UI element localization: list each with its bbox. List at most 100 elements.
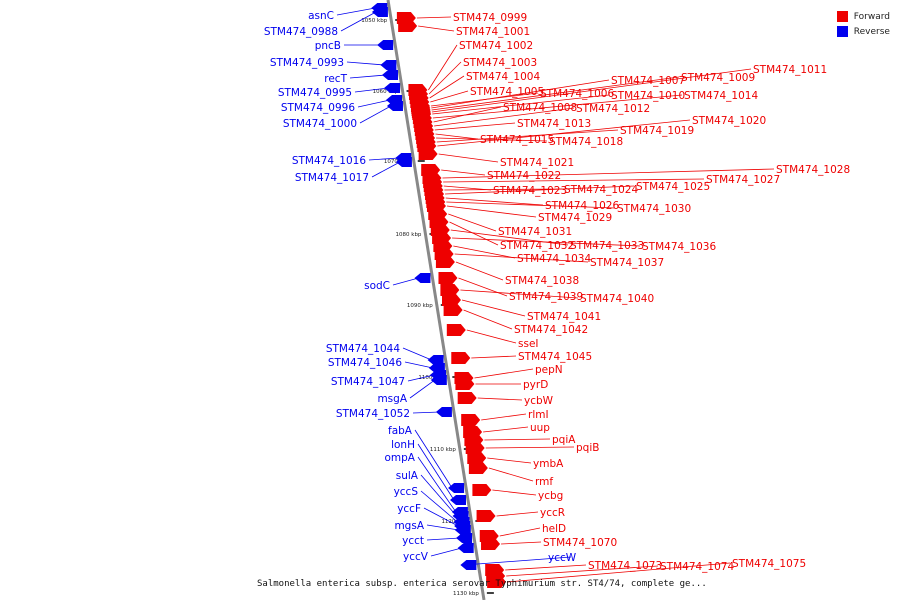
reverse-gene-arrow[interactable] <box>377 40 394 50</box>
forward-gene-label[interactable]: STM474_1031 <box>498 226 572 238</box>
forward-gene-arrow[interactable] <box>472 484 492 496</box>
forward-gene-label[interactable]: STM474_1074 <box>660 561 734 573</box>
reverse-gene-arrow[interactable] <box>414 273 431 283</box>
reverse-gene-label[interactable]: msgA <box>377 393 407 405</box>
forward-gene-label[interactable]: STM474_1027 <box>706 174 780 186</box>
forward-gene-label[interactable]: STM474_1041 <box>527 311 601 323</box>
reverse-gene-arrow[interactable] <box>430 375 447 385</box>
forward-gene-label[interactable]: sseI <box>518 338 539 350</box>
forward-gene-label[interactable]: STM474_1039 <box>509 291 583 303</box>
reverse-gene-arrow[interactable] <box>427 355 444 365</box>
forward-gene-label[interactable]: STM474_1008 <box>503 102 577 114</box>
reverse-gene-label[interactable]: ompA <box>384 452 415 464</box>
forward-gene-label[interactable]: STM474_1002 <box>459 40 533 52</box>
forward-gene-arrow[interactable] <box>487 576 507 588</box>
reverse-gene-label[interactable]: STM474_0996 <box>281 102 355 114</box>
forward-gene-label[interactable]: STM474_1001 <box>456 26 530 38</box>
forward-gene-label[interactable]: STM474_1010 <box>611 90 685 102</box>
forward-gene-label[interactable]: STM474_1018 <box>549 136 623 148</box>
reverse-gene-label[interactable]: ycct <box>402 535 424 547</box>
forward-gene-arrow[interactable] <box>442 294 461 306</box>
forward-gene-arrow[interactable] <box>461 414 481 426</box>
forward-gene-label[interactable]: STM474_1013 <box>517 118 591 130</box>
reverse-gene-label[interactable]: yccS <box>394 486 419 498</box>
forward-gene-label[interactable]: STM474_1045 <box>518 351 592 363</box>
forward-gene-label[interactable]: STM474_1075 <box>732 558 806 570</box>
reverse-gene-arrow[interactable] <box>457 543 474 553</box>
forward-gene-label[interactable]: STM474_1009 <box>681 72 755 84</box>
forward-gene-arrow[interactable] <box>455 378 475 390</box>
reverse-gene-label[interactable]: STM474_1000 <box>283 118 357 130</box>
forward-gene-label[interactable]: STM474_1029 <box>538 212 612 224</box>
forward-gene-label[interactable]: STM474_1006 <box>540 88 614 100</box>
reverse-gene-label[interactable]: sodC <box>364 280 390 292</box>
reverse-gene-label[interactable]: asnC <box>308 10 334 22</box>
reverse-gene-arrow[interactable] <box>450 495 466 505</box>
forward-gene-arrow[interactable] <box>467 452 487 464</box>
reverse-gene-arrow[interactable] <box>386 101 403 111</box>
forward-gene-label[interactable]: STM474_1028 <box>776 164 850 176</box>
forward-gene-label[interactable]: STM474_1021 <box>500 157 574 169</box>
forward-gene-label[interactable]: STM474_1020 <box>692 115 766 127</box>
reverse-gene-arrow[interactable] <box>382 70 398 80</box>
reverse-gene-label[interactable]: STM474_1016 <box>292 155 366 167</box>
forward-gene-label[interactable]: STM474_1023 <box>493 185 567 197</box>
forward-gene-label[interactable]: ycbW <box>524 395 554 407</box>
forward-gene-label[interactable]: STM474_1032 <box>500 240 574 252</box>
forward-gene-label[interactable]: ymbA <box>533 458 564 470</box>
forward-gene-label[interactable]: pqiB <box>576 442 599 454</box>
reverse-gene-arrow[interactable] <box>448 483 465 493</box>
reverse-gene-arrow[interactable] <box>384 83 401 93</box>
forward-gene-label[interactable]: pqiA <box>552 434 576 446</box>
forward-gene-label[interactable]: STM474_1038 <box>505 275 579 287</box>
forward-gene-arrow[interactable] <box>418 148 438 160</box>
forward-gene-label[interactable]: STM474_1037 <box>590 257 664 269</box>
forward-gene-label[interactable]: STM474_1040 <box>580 293 654 305</box>
forward-gene-arrow[interactable] <box>440 284 460 296</box>
reverse-gene-label[interactable]: STM474_0988 <box>264 26 338 38</box>
reverse-gene-label[interactable]: STM474_1052 <box>336 408 410 420</box>
forward-gene-label[interactable]: rlmI <box>528 409 549 421</box>
forward-gene-label[interactable]: pyrD <box>523 379 548 391</box>
reverse-gene-label[interactable]: yccW <box>548 552 577 564</box>
reverse-gene-arrow[interactable] <box>371 7 388 17</box>
forward-gene-label[interactable]: STM474_1004 <box>466 71 540 83</box>
forward-gene-label[interactable]: STM474_1025 <box>636 181 710 193</box>
reverse-gene-arrow[interactable] <box>454 525 471 535</box>
forward-gene-label[interactable]: STM474_0999 <box>453 12 527 24</box>
forward-gene-arrow[interactable] <box>457 392 477 404</box>
reverse-gene-label[interactable]: yccV <box>403 551 429 563</box>
reverse-gene-label[interactable]: STM474_1017 <box>295 172 369 184</box>
reverse-gene-label[interactable]: recT <box>324 73 347 85</box>
forward-gene-label[interactable]: STM474_1024 <box>564 184 638 196</box>
forward-gene-label[interactable]: yccR <box>540 507 565 519</box>
forward-gene-label[interactable]: STM474_1005 <box>470 86 544 98</box>
forward-gene-label[interactable]: STM474_1042 <box>514 324 588 336</box>
reverse-gene-label[interactable]: STM474_0993 <box>270 57 344 69</box>
forward-gene-arrow[interactable] <box>438 272 458 284</box>
reverse-gene-label[interactable]: lonH <box>391 439 415 451</box>
forward-gene-label[interactable]: STM474_1014 <box>684 90 758 102</box>
forward-gene-label[interactable]: helD <box>542 523 566 535</box>
reverse-gene-arrow[interactable] <box>456 533 473 543</box>
forward-gene-label[interactable]: STM474_1003 <box>463 57 537 69</box>
forward-gene-arrow[interactable] <box>465 442 485 454</box>
reverse-gene-label[interactable]: STM474_0995 <box>278 87 352 99</box>
forward-gene-label[interactable]: rmf <box>535 476 553 488</box>
reverse-gene-label[interactable]: pncB <box>315 40 341 52</box>
forward-gene-label[interactable]: STM474_1033 <box>570 240 644 252</box>
forward-gene-label[interactable]: STM474_1012 <box>576 103 650 115</box>
forward-gene-arrow[interactable] <box>481 538 501 550</box>
reverse-gene-label[interactable]: STM474_1044 <box>326 343 400 355</box>
forward-gene-arrow[interactable] <box>451 352 471 364</box>
forward-gene-label[interactable]: uup <box>530 422 550 434</box>
reverse-gene-label[interactable]: STM474_1046 <box>328 357 402 369</box>
forward-gene-arrow[interactable] <box>446 324 466 336</box>
forward-gene-arrow[interactable] <box>476 510 496 522</box>
reverse-gene-arrow[interactable] <box>380 60 397 70</box>
forward-gene-arrow[interactable] <box>443 304 463 316</box>
reverse-gene-label[interactable]: STM474_1047 <box>331 376 405 388</box>
forward-gene-label[interactable]: STM474_1030 <box>617 203 691 215</box>
reverse-gene-label[interactable]: sulA <box>396 470 419 482</box>
reverse-gene-label[interactable]: fabA <box>388 425 413 437</box>
